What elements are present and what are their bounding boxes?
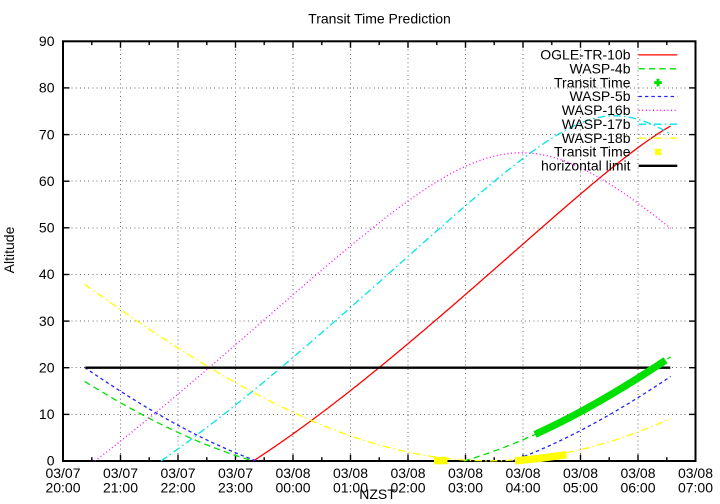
- svg-text:70: 70: [39, 126, 55, 142]
- svg-text:05:00: 05:00: [563, 480, 598, 496]
- svg-text:03/07: 03/07: [218, 465, 253, 481]
- svg-text:Altitude: Altitude: [1, 226, 17, 273]
- svg-text:03/08: 03/08: [275, 465, 310, 481]
- svg-text:20: 20: [39, 359, 55, 375]
- svg-text:10: 10: [39, 406, 55, 422]
- svg-text:30: 30: [39, 313, 55, 329]
- svg-text:00:00: 00:00: [275, 480, 310, 496]
- svg-text:WASP-16b: WASP-16b: [562, 102, 631, 118]
- svg-text:40: 40: [39, 266, 55, 282]
- svg-text:0: 0: [47, 453, 55, 469]
- svg-text:NZST: NZST: [359, 486, 396, 502]
- svg-text:Transit Time: Transit Time: [554, 74, 631, 90]
- svg-text:WASP-4b: WASP-4b: [570, 61, 631, 77]
- svg-text:01:00: 01:00: [333, 480, 368, 496]
- svg-text:WASP-17b: WASP-17b: [562, 116, 631, 132]
- svg-text:03/07: 03/07: [45, 465, 80, 481]
- svg-text:03/08: 03/08: [390, 465, 425, 481]
- svg-text:50: 50: [39, 220, 55, 236]
- svg-text:03/08: 03/08: [678, 465, 713, 481]
- svg-text:03/08: 03/08: [448, 465, 483, 481]
- svg-text:OGLE-TR-10b: OGLE-TR-10b: [540, 47, 630, 63]
- svg-text:02:00: 02:00: [390, 480, 425, 496]
- svg-text:07:00: 07:00: [678, 480, 713, 496]
- svg-text:60: 60: [39, 173, 55, 189]
- svg-text:03:00: 03:00: [448, 480, 483, 496]
- svg-text:06:00: 06:00: [620, 480, 655, 496]
- svg-text:80: 80: [39, 80, 55, 96]
- svg-text:03/08: 03/08: [505, 465, 540, 481]
- svg-text:21:00: 21:00: [103, 480, 138, 496]
- svg-text:WASP-18b: WASP-18b: [562, 130, 631, 146]
- svg-text:20:00: 20:00: [45, 480, 80, 496]
- svg-text:03/08: 03/08: [563, 465, 598, 481]
- svg-text:Transit Time: Transit Time: [554, 144, 631, 160]
- svg-text:23:00: 23:00: [218, 480, 253, 496]
- svg-text:90: 90: [39, 33, 55, 49]
- svg-text:03/07: 03/07: [103, 465, 138, 481]
- svg-text:Transit Time Prediction: Transit Time Prediction: [308, 10, 451, 26]
- svg-text:03/08: 03/08: [620, 465, 655, 481]
- svg-text:04:00: 04:00: [505, 480, 540, 496]
- svg-text:03/07: 03/07: [160, 465, 195, 481]
- svg-text:03/08: 03/08: [333, 465, 368, 481]
- svg-text:22:00: 22:00: [160, 480, 195, 496]
- svg-text:horizontal limit: horizontal limit: [541, 158, 631, 174]
- svg-text:WASP-5b: WASP-5b: [570, 88, 631, 104]
